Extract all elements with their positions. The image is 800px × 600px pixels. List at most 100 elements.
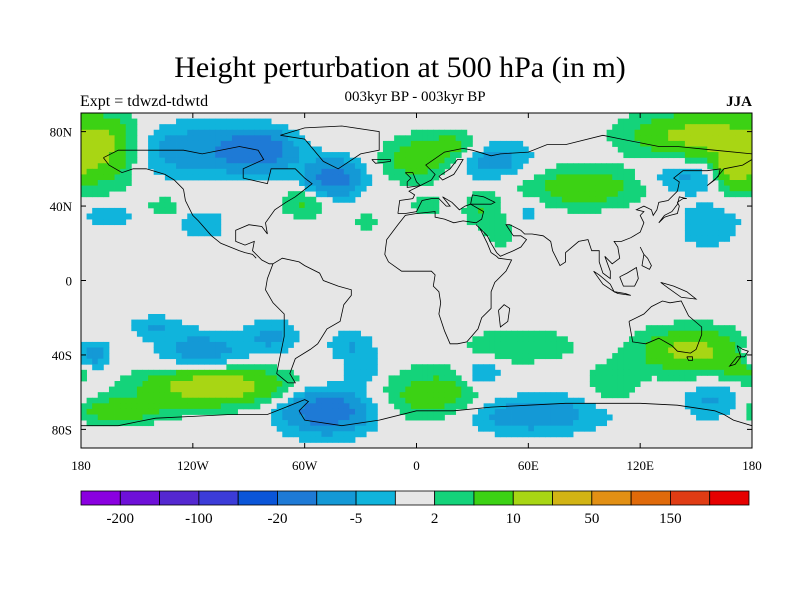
contour-cell	[422, 403, 429, 410]
contour-cell	[701, 347, 708, 354]
contour-cell	[382, 152, 389, 159]
contour-cell	[724, 358, 731, 365]
contour-cell	[271, 152, 278, 159]
contour-cell	[740, 185, 747, 192]
contour-cell	[237, 364, 244, 371]
contour-cell	[461, 381, 468, 387]
contour-cell	[528, 403, 535, 410]
contour-cell	[209, 369, 216, 376]
contour-cell	[489, 425, 496, 432]
contour-cell	[153, 414, 160, 421]
contour-cell	[595, 196, 602, 203]
contour-cell	[354, 381, 361, 387]
contour-cell	[450, 129, 457, 136]
contour-cell	[181, 347, 188, 354]
contour-cell	[254, 174, 261, 181]
contour-cell	[494, 202, 501, 209]
contour-cell	[176, 325, 183, 332]
contour-cell	[433, 129, 440, 136]
contour-cell	[483, 191, 490, 198]
contour-cell	[735, 375, 742, 382]
contour-cell	[729, 157, 736, 164]
contour-cell	[399, 152, 406, 159]
contour-cell	[388, 146, 395, 153]
contour-cell	[528, 397, 535, 404]
contour-cell	[220, 397, 227, 404]
contour-cell	[472, 341, 479, 348]
contour-cell	[696, 202, 703, 209]
contour-cell	[248, 386, 255, 393]
contour-cell	[103, 392, 110, 399]
contour-cell	[405, 135, 412, 142]
contour-cell	[125, 408, 132, 415]
contour-cell	[690, 375, 697, 382]
contour-cell	[528, 180, 535, 186]
contour-cell	[276, 403, 283, 410]
contour-cell	[712, 135, 719, 142]
contour-cell	[550, 336, 557, 343]
contour-cell	[740, 358, 747, 365]
contour-cell	[690, 364, 697, 371]
contour-cell	[673, 353, 680, 360]
contour-cell	[204, 135, 211, 142]
contour-cell	[690, 191, 697, 198]
contour-cell	[724, 213, 731, 220]
contour-cell	[455, 386, 462, 393]
contour-cell	[237, 347, 244, 354]
contour-cell	[712, 403, 719, 410]
contour-cell	[522, 152, 529, 159]
contour-cell	[321, 431, 328, 438]
contour-cell	[500, 241, 507, 248]
contour-cell	[494, 341, 501, 348]
contour-cell	[176, 397, 183, 404]
contour-cell	[556, 191, 563, 198]
contour-cell	[578, 196, 585, 203]
contour-cell	[349, 347, 356, 354]
contour-cell	[550, 168, 557, 175]
contour-cell	[204, 140, 211, 147]
contour-cell	[433, 140, 440, 147]
contour-cell	[478, 336, 484, 343]
contour-cell	[505, 230, 512, 237]
contour-cell	[254, 397, 261, 404]
contour-cell	[628, 118, 635, 125]
contour-cell	[517, 414, 524, 421]
contour-cell	[97, 358, 104, 365]
contour-cell	[215, 174, 222, 181]
colorbar-label: -200	[107, 511, 135, 527]
contour-cell	[640, 152, 647, 159]
contour-cell	[628, 353, 635, 360]
contour-cell	[321, 152, 328, 159]
contour-cell	[433, 163, 440, 170]
contour-cell	[354, 336, 361, 343]
contour-cell	[718, 185, 725, 192]
contour-cell	[304, 163, 311, 170]
contour-cell	[153, 319, 160, 326]
contour-cell	[97, 207, 104, 214]
contour-cell	[293, 129, 300, 136]
contour-cell	[287, 408, 294, 415]
contour-cell	[494, 241, 501, 248]
contour-cell	[740, 113, 747, 119]
contour-cell	[584, 403, 591, 410]
contour-cell	[656, 330, 663, 337]
contour-cell	[690, 157, 697, 164]
contour-cell	[354, 414, 361, 421]
contour-cell	[271, 381, 278, 387]
contour-cell	[198, 392, 205, 399]
contour-cell	[349, 420, 356, 427]
contour-cell	[578, 202, 585, 209]
contour-cell	[427, 135, 434, 142]
contour-cell	[533, 180, 540, 186]
contour-cell	[360, 174, 367, 181]
contour-cell	[220, 392, 227, 399]
contour-cell	[517, 397, 524, 404]
contour-cell	[505, 157, 512, 164]
contour-cell	[136, 375, 143, 382]
contour-cell	[617, 375, 624, 382]
contour-cell	[466, 386, 473, 393]
contour-cell	[299, 196, 306, 203]
contour-cell	[86, 213, 93, 220]
contour-cell	[153, 146, 160, 153]
contour-cell	[489, 202, 496, 209]
